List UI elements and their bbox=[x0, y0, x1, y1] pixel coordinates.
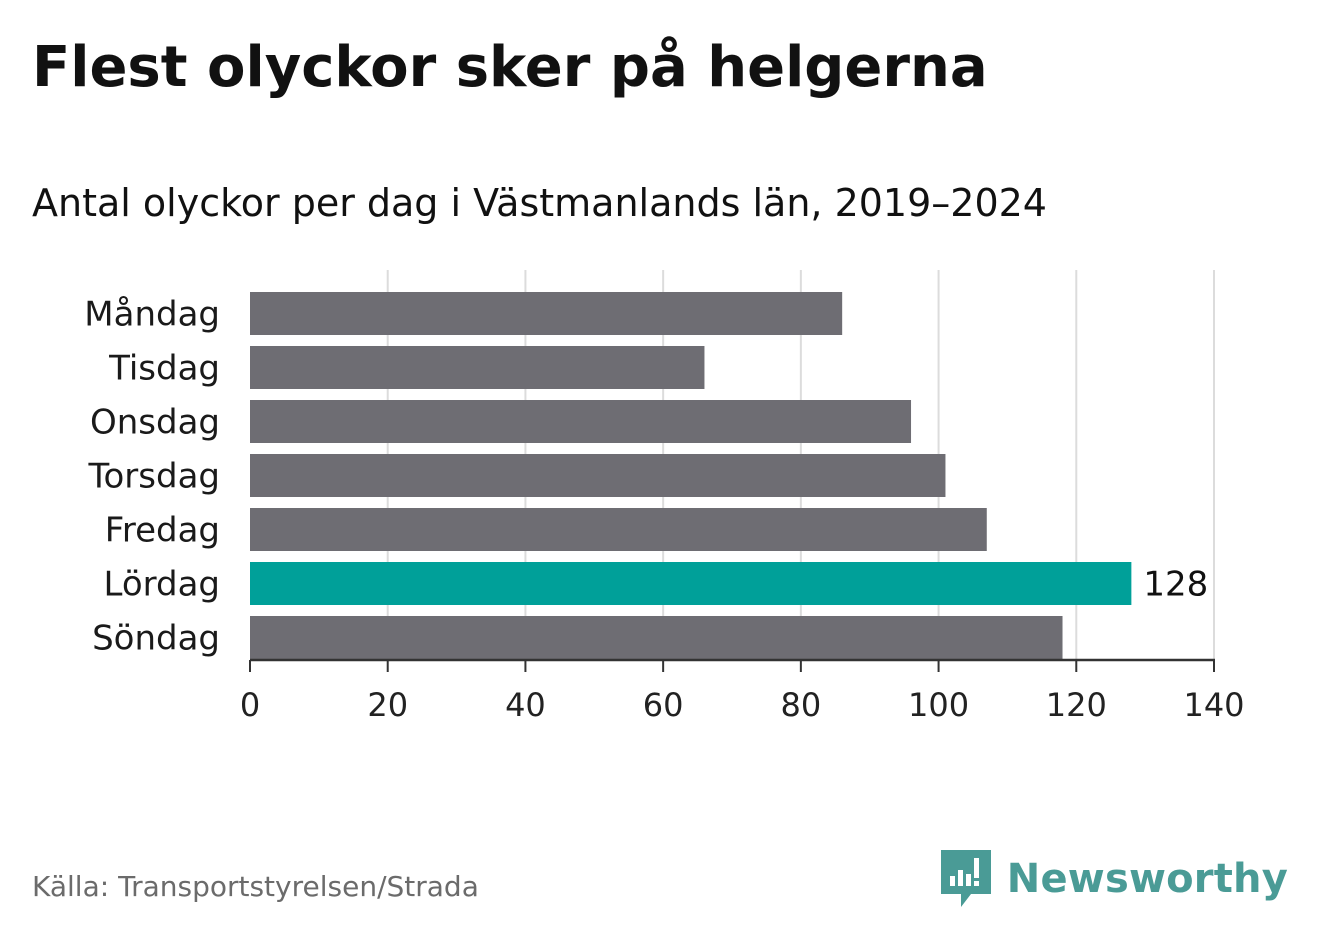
chart-title: Flest olyckor sker på helgerna bbox=[32, 35, 988, 100]
x-tick-label: 40 bbox=[505, 686, 546, 724]
category-label: Söndag bbox=[92, 619, 220, 659]
brand-logo: Newsworthy bbox=[940, 850, 1288, 908]
category-label: Lördag bbox=[103, 565, 220, 605]
bar-chart: Måndag Tisdag Onsdag Torsdag Fredag Lördag Sön… bbox=[84, 270, 1245, 724]
x-axis: 0 20 40 60 80 100 120 140 bbox=[240, 658, 1245, 724]
x-tick-label: 140 bbox=[1183, 686, 1244, 724]
x-tick-label: 80 bbox=[780, 686, 821, 724]
chart-subtitle: Antal olyckor per dag i Västmanlands län… bbox=[32, 181, 1047, 225]
category-label: Onsdag bbox=[90, 403, 220, 443]
x-tick-label: 0 bbox=[240, 686, 260, 724]
bar-tisdag bbox=[250, 346, 705, 389]
category-label: Måndag bbox=[84, 295, 220, 335]
data-label: 128 bbox=[1143, 565, 1208, 605]
bar-måndag bbox=[250, 292, 843, 335]
category-labels: Måndag Tisdag Onsdag Torsdag Fredag Lördag Sön… bbox=[84, 295, 1208, 659]
x-tick-label: 120 bbox=[1046, 686, 1107, 724]
bars bbox=[250, 292, 1132, 659]
category-label: Tisdag bbox=[108, 349, 220, 389]
category-label: Torsdag bbox=[88, 457, 220, 497]
x-tick-label: 20 bbox=[367, 686, 408, 724]
source-note: Källa: Transportstyrelsen/Strada bbox=[32, 870, 479, 903]
x-tick-label: 100 bbox=[908, 686, 969, 724]
bar-onsdag bbox=[250, 400, 912, 443]
brand-name: Newsworthy bbox=[1006, 856, 1288, 902]
bar-torsdag bbox=[250, 454, 946, 497]
newsworthy-logo-icon bbox=[940, 850, 991, 907]
x-tick-label: 60 bbox=[643, 686, 684, 724]
category-label: Fredag bbox=[105, 511, 220, 551]
bar-söndag bbox=[250, 616, 1063, 659]
bar-lördag bbox=[250, 562, 1132, 605]
bar-fredag bbox=[250, 508, 987, 551]
